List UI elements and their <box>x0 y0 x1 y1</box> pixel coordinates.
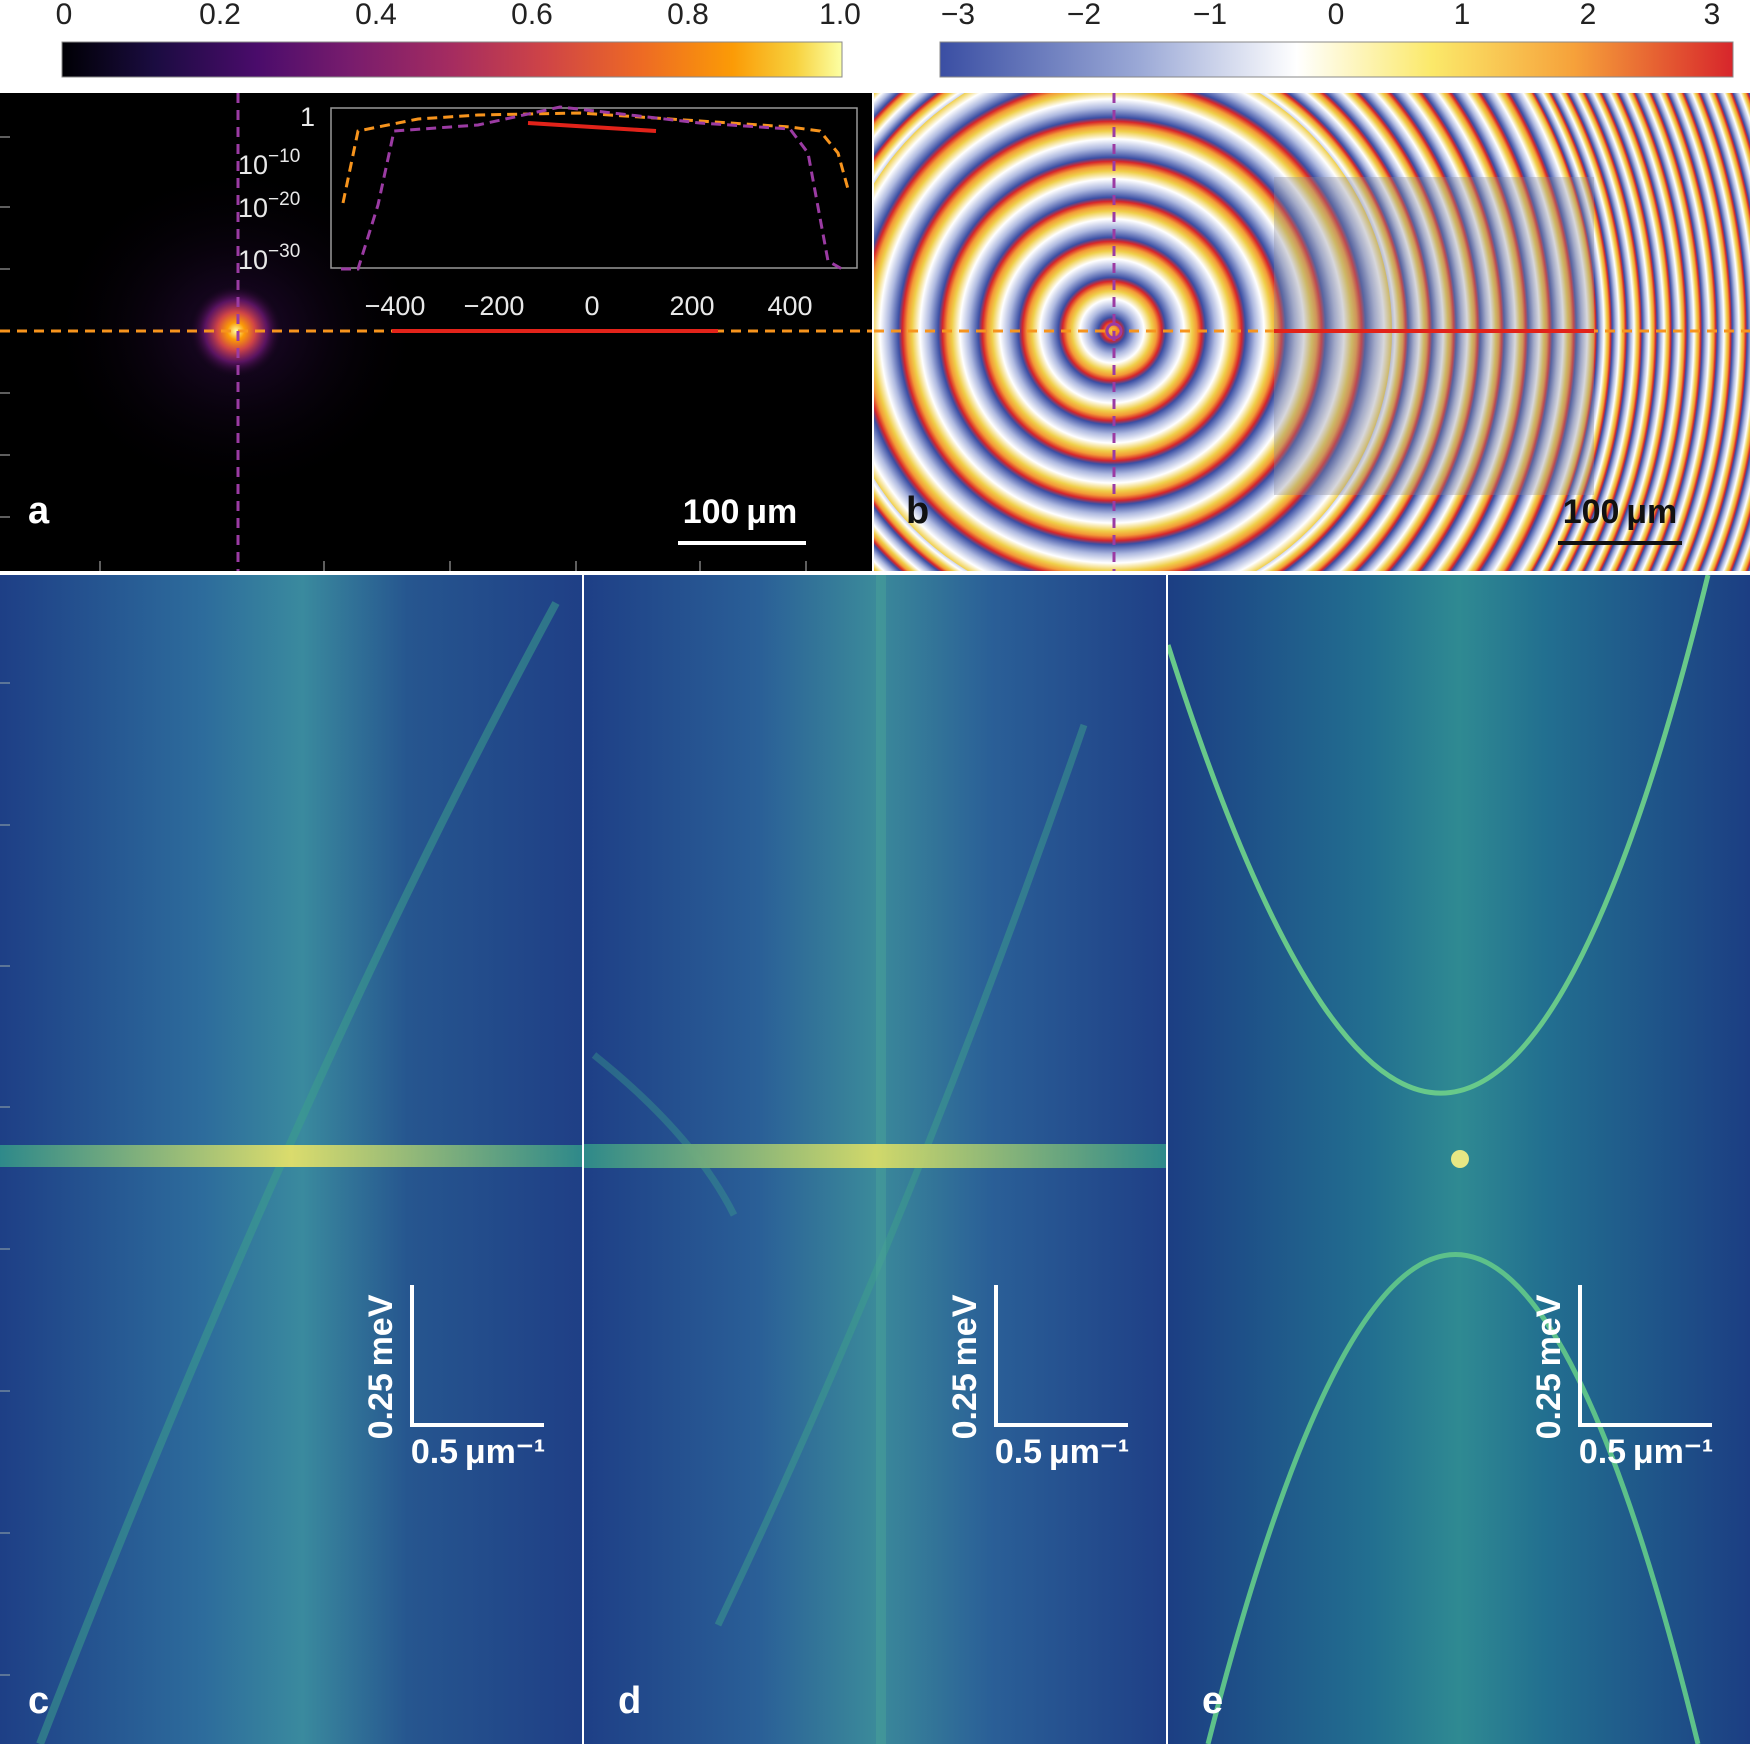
panel-c: 0.25 meV 0.5 μm⁻¹ c <box>0 575 582 1744</box>
panel-e: 0.25 meV 0.5 μm⁻¹ e <box>1168 575 1750 1744</box>
energy-scale-label-d: 0.25 meV <box>946 1294 984 1439</box>
energy-k-scalebar <box>410 1285 544 1427</box>
panel-a: 1 10−10 10−20 10−30 −400 −200 0 200 400 … <box>0 93 872 571</box>
panel-b: 100 μm b <box>874 93 1750 571</box>
dispersion-branch <box>36 601 560 1744</box>
panel-label-c: c <box>28 1680 49 1722</box>
phase-tick-4: 1 <box>1454 0 1471 31</box>
dispersion-branch <box>714 723 1088 1627</box>
inset-highlight-segment <box>527 121 657 133</box>
colorbar-row: 0 0.2 0.4 0.6 0.8 1.0 −3 −2 −1 0 1 2 3 <box>56 0 1734 78</box>
phase-tick-1: −2 <box>1067 0 1101 31</box>
energy-k-scalebar <box>1578 1285 1712 1427</box>
lower-dispersion-branch <box>1205 1252 1701 1744</box>
amplitude-tick-3: 0.6 <box>511 0 553 31</box>
condensate-line <box>584 1144 1166 1168</box>
inset-y-tick-3: 10−30 <box>238 241 300 275</box>
amplitude-colorbar <box>61 41 843 78</box>
phase-tick-5: 2 <box>1580 0 1597 31</box>
inset-x-tick-3: 200 <box>669 291 714 321</box>
phase-colorbar <box>939 41 1734 78</box>
scalebar-b-label: 100 μm <box>1563 493 1678 531</box>
energy-scale-label-c: 0.25 meV <box>362 1294 400 1439</box>
amplitude-tick-1: 0.2 <box>199 0 241 31</box>
amplitude-tick-4: 0.8 <box>667 0 709 31</box>
k-scale-label-c: 0.5 μm⁻¹ <box>411 1433 545 1471</box>
inset-x-tick-4: 400 <box>767 291 812 321</box>
inset-y-tick-1: 10−10 <box>238 146 300 180</box>
inset-x-tick-1: −200 <box>464 291 525 321</box>
phase-tick-3: 0 <box>1328 0 1345 31</box>
inset-y-tick-0: 1 <box>300 102 315 132</box>
energy-k-scalebar <box>994 1285 1128 1427</box>
inset-purple-profile <box>341 105 843 271</box>
analysis-region <box>1274 177 1594 495</box>
panel-label-d: d <box>618 1680 641 1722</box>
upper-dispersion-branch <box>1168 575 1711 1096</box>
panel-label-a: a <box>28 490 50 532</box>
amplitude-tick-0: 0 <box>56 0 73 31</box>
scalebar-a-label: 100 μm <box>683 493 798 531</box>
beam-spot <box>188 283 284 379</box>
inset-x-tick-0: −400 <box>365 291 426 321</box>
panel-label-e: e <box>1202 1680 1223 1722</box>
energy-scale-label-e: 0.25 meV <box>1530 1294 1568 1439</box>
log-profile-inset: 1 10−10 10−20 10−30 −400 −200 0 200 400 <box>238 102 858 321</box>
k-scale-label-e: 0.5 μm⁻¹ <box>1579 1433 1713 1471</box>
k-scale-label-d: 0.5 μm⁻¹ <box>995 1433 1129 1471</box>
panel-d: 0.25 meV 0.5 μm⁻¹ d <box>584 575 1166 1744</box>
dispersion-branch-low <box>591 1052 738 1217</box>
phase-tick-2: −1 <box>1193 0 1227 31</box>
panel-label-b: b <box>906 490 929 532</box>
phase-tick-6: 3 <box>1704 0 1721 31</box>
inset-y-tick-2: 10−20 <box>238 189 300 223</box>
inset-x-tick-2: 0 <box>584 291 599 321</box>
amplitude-tick-2: 0.4 <box>355 0 397 31</box>
row-divider <box>0 571 1750 575</box>
phase-singularity <box>1105 322 1123 340</box>
phase-tick-0: −3 <box>941 0 975 31</box>
amplitude-tick-5: 1.0 <box>819 0 861 31</box>
crossing-point <box>1451 1150 1469 1168</box>
condensate-line <box>0 1145 582 1167</box>
